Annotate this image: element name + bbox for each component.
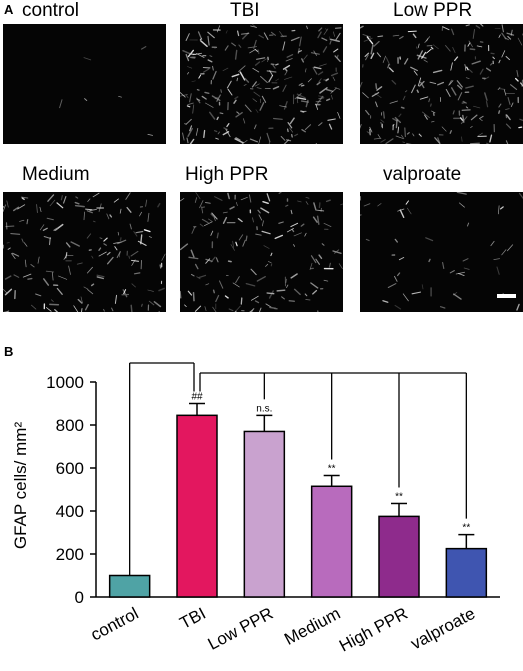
bar-medium [310,485,353,598]
x-tick-label: control [88,604,142,645]
image-label-valproate: valproate [383,164,462,185]
y-tick-label: 0 [75,588,84,607]
image-label-high-ppr: High PPR [185,164,269,185]
image-label-tbi: TBI [230,0,260,21]
x-tick-label: Medium [281,604,343,649]
y-tick-label: 800 [56,416,84,435]
y-tick-label: 400 [56,502,84,521]
x-tick-label: High PPR [336,604,411,656]
bar-tbi [176,414,218,598]
micrograph-medium [3,192,166,312]
y-axis-label: GFAP cells/ mm² [11,422,30,550]
significance-label: ** [395,491,403,502]
panel-b-letter: B [4,344,14,359]
x-tick-label: Low PPR [205,604,276,654]
image-label-medium: Medium [22,164,90,185]
micrograph-valproate [360,192,523,312]
bar-high-ppr [378,515,420,598]
micrograph-high-ppr [180,192,343,312]
significance-label: n.s. [256,403,272,414]
micrograph-control [3,24,166,144]
panel-a-letter: A [4,2,14,17]
bar-low-ppr [243,430,286,598]
scale-bar [497,294,516,298]
bar-control [108,574,151,598]
y-tick-label: 1000 [46,373,84,392]
micrograph-tbi [180,24,343,144]
micrograph-low-ppr [360,24,523,144]
x-tick-label: TBI [177,604,209,633]
y-tick-label: 600 [56,459,84,478]
bar-chart: 0 200 400 600 800 1000 GFAP cells/ mm² control #… [11,362,500,656]
significance-label: ** [462,523,470,534]
significance-label: ## [191,392,203,403]
image-label-low-ppr: Low PPR [393,0,473,21]
bar-valproate [445,547,488,598]
image-label-control: control [22,0,80,21]
y-tick-label: 200 [56,545,84,564]
significance-label: ** [328,464,336,475]
x-tick-label: valproate [408,604,479,654]
